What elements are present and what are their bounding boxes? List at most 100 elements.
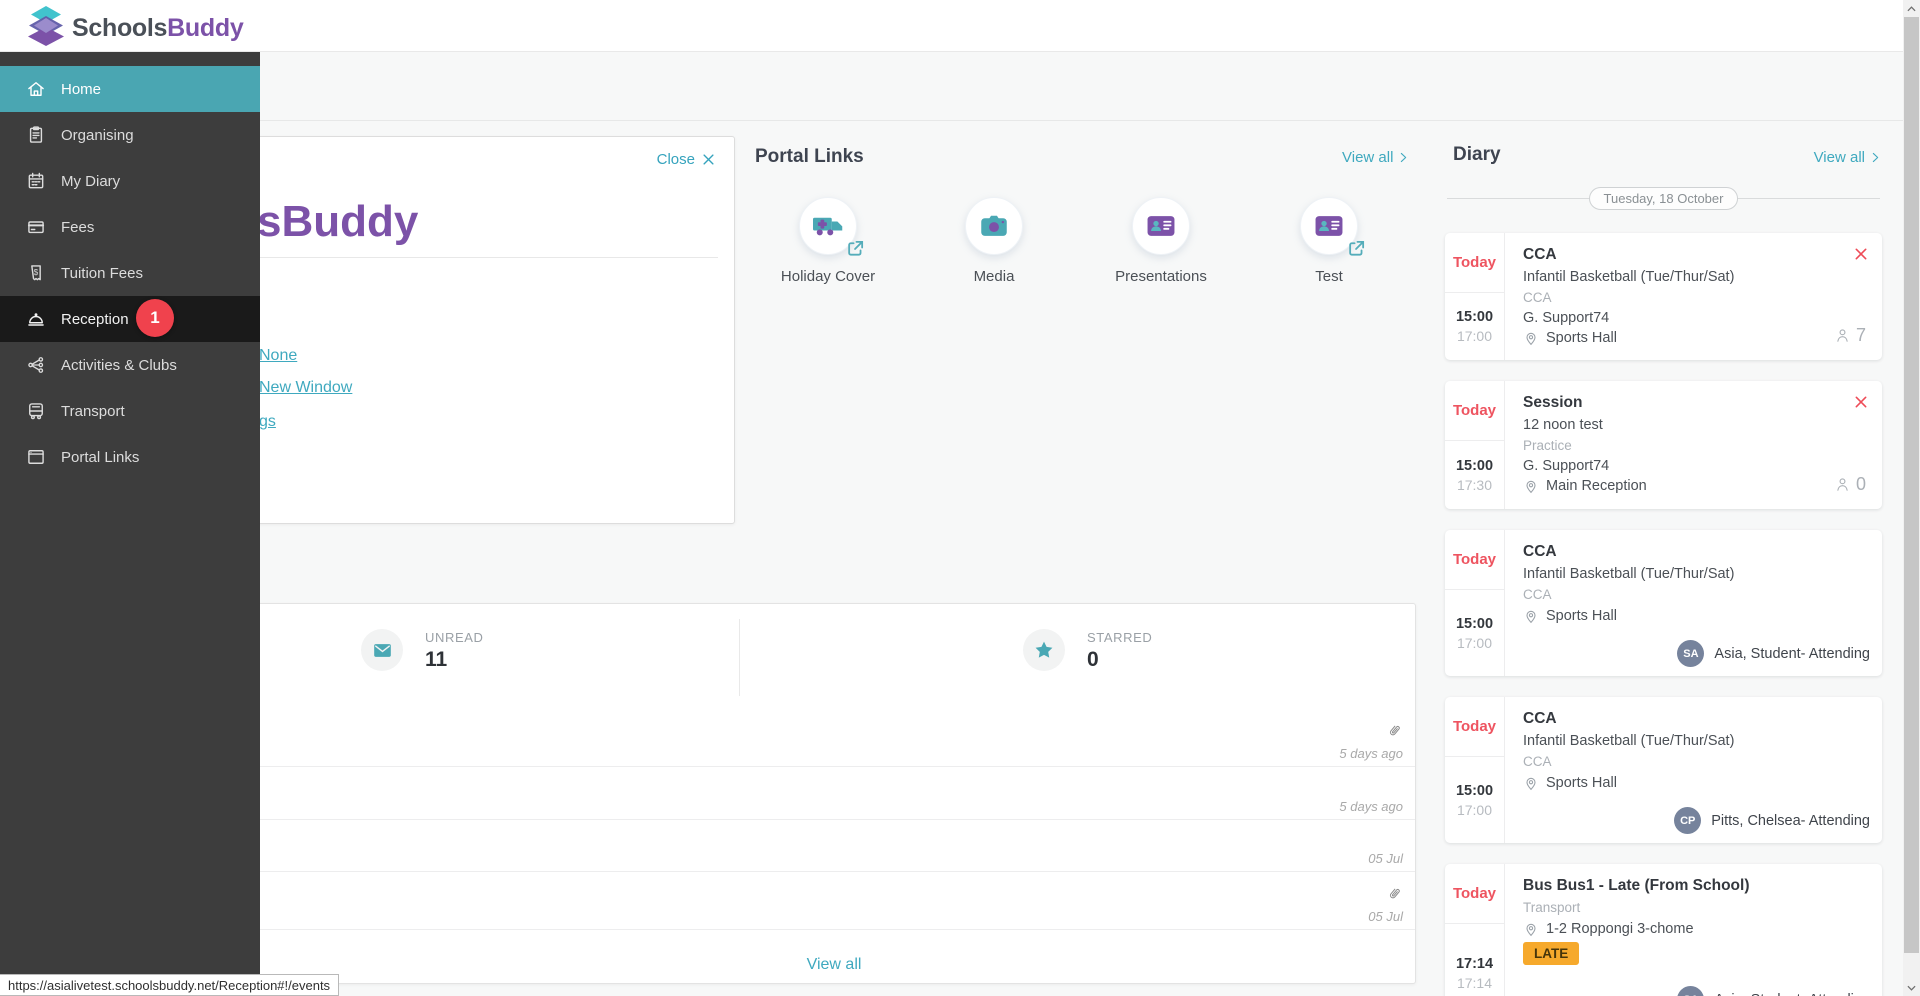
event-category: CCA xyxy=(1523,290,1552,305)
event-attendee: SA Asia, Student- Attending xyxy=(1677,986,1870,996)
desk-bell-icon xyxy=(25,308,47,330)
location-pin-icon xyxy=(1526,610,1536,624)
attendee-avatar: SA xyxy=(1677,640,1705,667)
welcome-link-none[interactable]: None xyxy=(259,347,298,364)
event-day: Today xyxy=(1445,697,1504,757)
welcome-link-settings-fragment[interactable]: gs xyxy=(259,413,276,430)
diary-event-card[interactable]: Today 15:00 17:00 CCA Infantil Basketbal… xyxy=(1445,697,1882,843)
diary-event-card[interactable]: Today 15:00 17:30 Session 12 noon test P… xyxy=(1445,381,1882,509)
schoolsbuddy-logo[interactable]: SchoolsBuddy xyxy=(27,6,244,51)
sidebar-item-transport[interactable]: Transport xyxy=(0,388,260,434)
calendar-icon xyxy=(25,170,47,192)
message-row[interactable]: 05 Jul xyxy=(253,820,1415,872)
location-pin-icon xyxy=(1526,777,1536,791)
event-times: 15:00 17:00 xyxy=(1445,590,1504,676)
browser-scrollbar[interactable] xyxy=(1903,0,1920,996)
diary-title: Diary xyxy=(1453,144,1501,165)
event-location: Sports Hall xyxy=(1546,608,1617,624)
portal-link-holiday-cover[interactable]: Holiday Cover xyxy=(753,197,903,285)
event-location: 1-2 Roppongi 3-chome xyxy=(1546,921,1694,937)
sidebar-item-my-diary[interactable]: My Diary xyxy=(0,158,260,204)
message-row[interactable]: 05 Jul xyxy=(253,872,1415,930)
message-timestamp: 05 Jul xyxy=(1368,909,1403,924)
id-card-icon xyxy=(1315,216,1343,236)
close-welcome-button[interactable]: Close xyxy=(657,151,716,168)
sidebar-item-label: Reception xyxy=(61,310,129,328)
diary-event-card[interactable]: Today 15:00 17:00 CCA Infantil Basketbal… xyxy=(1445,530,1882,676)
diary-event-list: Today 15:00 17:00 CCA Infantil Basketbal… xyxy=(1445,233,1882,996)
welcome-link-new-window[interactable]: New Window xyxy=(259,379,353,396)
event-body: CCA Infantil Basketball (Tue/Thur/Sat) C… xyxy=(1505,697,1882,843)
message-meta: 05 Jul xyxy=(1368,885,1403,924)
portal-link-presentations[interactable]: Presentations xyxy=(1086,197,1236,285)
messages-view-all[interactable]: View all xyxy=(806,956,862,973)
ambulance-icon xyxy=(813,217,843,236)
sidebar-item-activities-clubs[interactable]: Activities & Clubs xyxy=(0,342,260,388)
event-time-column: Today 15:00 17:00 xyxy=(1445,697,1505,843)
message-row[interactable]: 5 days ago xyxy=(253,701,1415,767)
portal-link-label: Test xyxy=(1315,268,1343,285)
scrollbar-up-arrow[interactable] xyxy=(1903,0,1920,17)
attendee-name: Asia, Student- Attending xyxy=(1714,992,1870,996)
diary-section: Diary View all Tuesday, 18 October Today… xyxy=(1445,136,1882,996)
portal-icon-circle xyxy=(1300,197,1365,256)
diary-event-card[interactable]: Today 17:14 17:14 Bus Bus1 - Late (From … xyxy=(1445,864,1882,996)
person-icon xyxy=(1837,329,1848,342)
remove-event-button[interactable] xyxy=(1852,394,1870,412)
sidebar-item-portal-links[interactable]: Portal Links xyxy=(0,434,260,480)
portal-icon-circle xyxy=(799,197,864,256)
event-category: Transport xyxy=(1523,900,1581,915)
portal-link-media[interactable]: Media xyxy=(919,197,1069,285)
network-icon xyxy=(25,354,47,376)
event-location-row: Sports Hall xyxy=(1523,775,1868,791)
starred-messages-icon[interactable] xyxy=(1023,629,1065,671)
sidebar-item-label: Activities & Clubs xyxy=(61,356,177,374)
portal-icon-circle xyxy=(1132,197,1190,255)
event-end-time: 17:00 xyxy=(1456,328,1493,344)
sidebar-item-fees[interactable]: Fees xyxy=(0,204,260,250)
event-body: Bus Bus1 - Late (From School) Transport … xyxy=(1505,864,1882,996)
diary-view-all[interactable]: View all xyxy=(1814,149,1882,166)
close-icon xyxy=(1855,396,1867,408)
external-link-icon xyxy=(1347,239,1366,263)
portal-link-test[interactable]: Test xyxy=(1254,197,1404,285)
credit-card-icon xyxy=(25,216,47,238)
scrollbar-thumb[interactable] xyxy=(1904,17,1919,953)
event-time-column: Today 15:00 17:00 xyxy=(1445,233,1505,360)
attendee-count-value: 0 xyxy=(1855,474,1866,494)
event-body: Session 12 noon test Practice G. Support… xyxy=(1505,381,1882,509)
event-time-column: Today 17:14 17:14 xyxy=(1445,864,1505,996)
sidebar-item-label: Portal Links xyxy=(61,448,140,466)
sidebar-item-organising[interactable]: Organising xyxy=(0,112,260,158)
event-subtitle: Infantil Basketball (Tue/Thur/Sat) xyxy=(1523,733,1735,749)
sidebar-item-tuition-fees[interactable]: $ Tuition Fees xyxy=(0,250,260,296)
message-meta: 05 Jul xyxy=(1368,851,1403,866)
chevron-right-icon xyxy=(1401,152,1407,163)
portal-link-label: Presentations xyxy=(1115,268,1207,285)
unread-messages-icon[interactable] xyxy=(361,629,403,671)
bus-icon xyxy=(25,400,47,422)
camera-icon xyxy=(981,215,1007,236)
event-location-row: 1-2 Roppongi 3-chome xyxy=(1523,921,1868,937)
event-location: Sports Hall xyxy=(1546,775,1617,791)
attendee-avatar: CP xyxy=(1674,807,1702,834)
remove-event-button[interactable] xyxy=(1852,246,1870,264)
starred-label: STARRED xyxy=(1087,630,1153,645)
message-timestamp: 5 days ago xyxy=(1339,746,1403,761)
message-row[interactable]: 5 days ago xyxy=(253,767,1415,820)
scrollbar-down-arrow[interactable] xyxy=(1903,979,1920,996)
message-meta: 5 days ago xyxy=(1339,799,1403,814)
svg-text:$: $ xyxy=(34,268,39,277)
portal-links-view-all[interactable]: View all xyxy=(1342,149,1410,166)
attendee-count: 0 xyxy=(1834,474,1866,495)
close-icon xyxy=(703,154,714,165)
sidebar-item-label: Transport xyxy=(61,402,125,420)
event-end-time: 17:30 xyxy=(1456,476,1493,493)
diary-date-pill: Tuesday, 18 October xyxy=(1588,187,1739,210)
sidebar-item-reception[interactable]: Reception 1 xyxy=(0,296,260,342)
sidebar-item-home[interactable]: Home xyxy=(0,66,260,112)
diary-event-card[interactable]: Today 15:00 17:00 CCA Infantil Basketbal… xyxy=(1445,233,1882,360)
portal-link-label: Media xyxy=(973,268,1015,285)
event-end-time: 17:00 xyxy=(1456,634,1493,651)
event-subtitle: Infantil Basketball (Tue/Thur/Sat) xyxy=(1523,269,1735,285)
